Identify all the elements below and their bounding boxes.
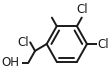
Text: Cl: Cl (17, 36, 29, 49)
Text: Cl: Cl (76, 3, 88, 16)
Text: Cl: Cl (98, 38, 109, 51)
Text: OH: OH (2, 56, 20, 69)
